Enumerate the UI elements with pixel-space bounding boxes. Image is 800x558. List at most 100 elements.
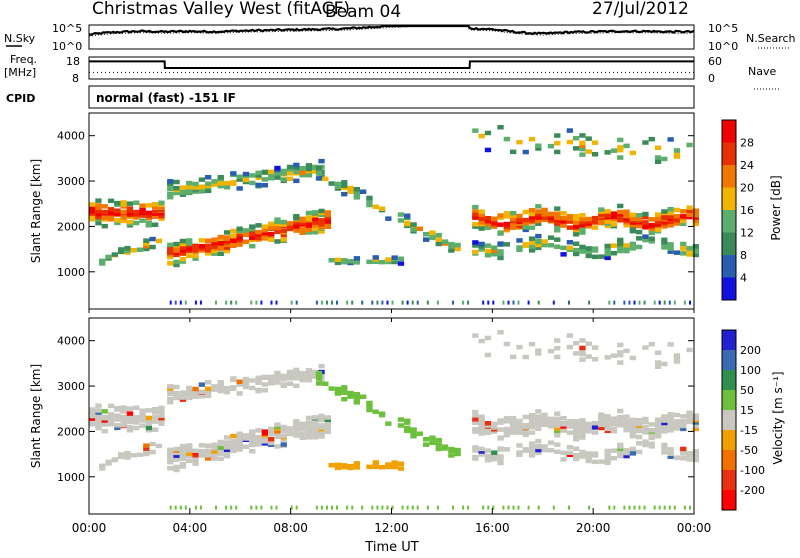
velocity-echo-cell (299, 434, 306, 439)
power-echo-cell (535, 245, 542, 251)
velocity-echo-cell (152, 407, 159, 412)
velocity-echo-cell (280, 373, 287, 379)
power-echo-cell (648, 230, 655, 236)
velocity-echo-cell (522, 422, 529, 428)
velocity-echo-cell (478, 431, 485, 436)
power-echo-cell (623, 143, 630, 149)
power-echo-cell (255, 300, 258, 305)
power-echo-cell (617, 218, 624, 223)
velocity-echo-cell (145, 425, 152, 431)
velocity-echo-cell (353, 465, 360, 470)
velocity-echo-cell (454, 451, 461, 457)
power-echo-cell (107, 217, 115, 222)
velocity-echo-cell (274, 380, 281, 385)
velocity-echo-cell (484, 426, 492, 432)
power-echo-cell (636, 223, 643, 229)
power-echo-cell (585, 136, 592, 141)
power-echo-cell (566, 240, 573, 245)
velocity-echo-cell (145, 428, 152, 433)
power-echo-cell (642, 237, 649, 243)
velocity-echo-cell (186, 458, 193, 463)
velocity-echo-cell (673, 426, 681, 431)
power-echo-cell (478, 209, 485, 214)
power-echo-cell (566, 245, 573, 250)
velocity-echo-cell (268, 436, 275, 442)
power-echo-cell (198, 238, 205, 243)
power-echo-cell (223, 230, 231, 235)
power-echo-cell (322, 176, 329, 182)
nave-label: Nave (748, 65, 776, 78)
power-echo-cell (167, 254, 174, 260)
power-echo-cell (261, 231, 268, 236)
power-echo-cell (610, 148, 618, 153)
power-echo-cell (623, 243, 630, 248)
power-echo-cell (411, 300, 414, 305)
velocity-colorbar-tick: -15 (740, 424, 758, 437)
power-echo-cell (114, 208, 121, 213)
velocity-echo-cell (623, 427, 630, 433)
power-echo-cell (467, 300, 470, 305)
power-echo-cell (604, 213, 611, 218)
power-echo-cell (186, 180, 193, 186)
velocity-echo-cell (217, 388, 224, 394)
nave-tick-bottom: 0 (708, 72, 715, 85)
velocity-echo-cell (139, 418, 146, 423)
power-echo-cell (223, 235, 231, 240)
velocity-echo-cell (686, 413, 693, 418)
power-echo-cell (689, 300, 691, 305)
power-echo-cell (497, 213, 504, 218)
power-echo-cell (136, 247, 144, 252)
velocity-echo-cell (126, 411, 134, 416)
velocity-echo-cell (510, 418, 517, 423)
power-echo-cell (528, 248, 536, 253)
power-echo-cell (491, 224, 498, 229)
power-echo-cell (118, 247, 125, 252)
velocity-echo-cell (124, 450, 131, 456)
power-echo-cell (680, 214, 687, 219)
power-echo-cell (541, 239, 548, 244)
power-echo-cell (95, 217, 102, 222)
velocity-echo-cell (667, 454, 674, 459)
power-echo-cell (280, 222, 287, 227)
velocity-echo-cell (692, 423, 699, 429)
power-echo-cell (305, 227, 313, 232)
velocity-echo-cell (491, 453, 498, 458)
velocity-echo-cell (491, 450, 498, 455)
power-echo-cell (692, 247, 699, 252)
beam-label: Beam 04 (325, 2, 401, 22)
velocity-echo-cell (541, 444, 548, 449)
power-echo-cell (211, 244, 218, 249)
power-echo-cell (472, 249, 479, 255)
power-echo-cell (105, 254, 112, 260)
power-echo-cell (184, 300, 187, 305)
power-echo-cell (397, 218, 405, 223)
velocity-echo-cell (472, 448, 479, 453)
power-echo-cell (648, 239, 655, 244)
power-echo-cell (133, 200, 140, 205)
power-echo-cell (503, 214, 510, 219)
velocity-echo-cell (585, 453, 592, 459)
velocity-echo-cell (680, 451, 687, 456)
power-echo-cell (114, 200, 121, 206)
velocity-echo-cell (397, 461, 405, 466)
velocity-echo-cell (385, 462, 392, 467)
velocity-echo-cell (401, 505, 404, 510)
power-echo-cell (528, 136, 536, 142)
power-echo-cell (230, 228, 237, 234)
power-echo-cell (324, 214, 331, 220)
power-echo-cell (404, 213, 411, 218)
power-echo-cell (491, 252, 498, 257)
power-echo-cell (120, 218, 127, 223)
x-tick-label: 04:00 (173, 521, 208, 535)
power-echo-cell (192, 256, 199, 261)
velocity-echo-cell (503, 429, 510, 435)
power-echo-cell (566, 128, 573, 133)
power-echo-cell (186, 246, 193, 251)
power-echo-cell (579, 247, 586, 252)
velocity-echo-cell (528, 423, 536, 428)
velocity-echo-cell (579, 432, 586, 437)
velocity-colorbar-swatch (722, 370, 736, 391)
power-echo-cell (126, 219, 134, 225)
velocity-colorbar-tick: -200 (740, 484, 765, 497)
power-echo-cell (554, 133, 561, 138)
